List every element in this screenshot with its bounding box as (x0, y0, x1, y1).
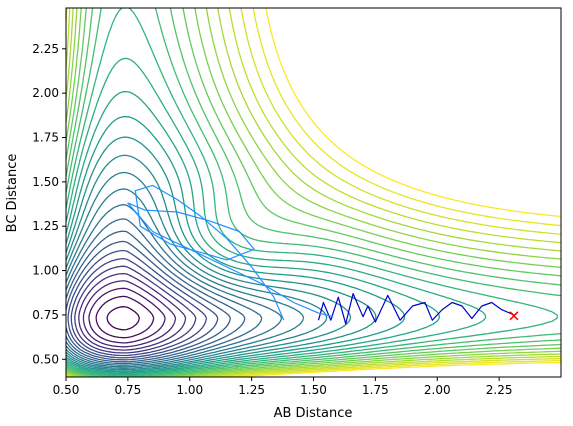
y-tick-label: 0.50 (32, 352, 59, 366)
contour-line (78, 272, 187, 351)
plot-background (66, 8, 561, 377)
y-axis-label: BC Distance (5, 154, 20, 233)
contour-line (66, 136, 377, 372)
y-tick-label: 2.25 (32, 42, 59, 56)
contour-line (66, 8, 561, 377)
contour-line (82, 280, 177, 348)
y-tick-label: 1.25 (32, 219, 59, 233)
contour-lines (66, 8, 561, 377)
end-marker-stroke (509, 311, 519, 321)
x-tick-label: 2.25 (486, 383, 513, 397)
end-point-marker (509, 311, 519, 321)
y-tick-label: 0.75 (32, 308, 59, 322)
contour-line (66, 171, 328, 369)
contour-line (66, 8, 561, 377)
y-tick-label: 1.50 (32, 175, 59, 189)
y-tick-label: 1.00 (32, 264, 59, 278)
x-axis-label: AB Distance (274, 406, 353, 421)
contour-line (66, 8, 561, 377)
x-tick-label: 2.00 (424, 383, 451, 397)
contour-line (95, 295, 155, 339)
x-tick-label: 0.75 (115, 383, 142, 397)
contour-line (66, 8, 561, 377)
x-tick-label: 0.50 (53, 383, 80, 397)
contour-line (106, 306, 141, 331)
x-tick-label: 1.75 (362, 383, 389, 397)
x-axis-ticks: 0.50 0.75 1.00 1.25 1.50 1.75 2.00 2.25 (53, 377, 513, 397)
contour-line (66, 8, 561, 377)
contour-line (67, 249, 219, 359)
contour-line (74, 265, 197, 354)
end-markers (509, 311, 519, 321)
contour-line (88, 287, 166, 344)
contour-line (66, 230, 246, 363)
x-tick-label: 1.00 (176, 383, 203, 397)
trajectory-line-2 (127, 184, 334, 321)
y-axis-ticks: 0.50 0.75 1.00 1.25 1.50 1.75 2.00 2.25 (32, 42, 66, 366)
contour-line (66, 8, 559, 377)
trajectory-line-1 (317, 293, 515, 325)
contour-line (66, 240, 232, 361)
contour-line (66, 188, 305, 368)
contour-line (66, 8, 561, 377)
trajectory-lines (127, 184, 515, 325)
y-tick-label: 1.75 (32, 131, 59, 145)
x-tick-label: 1.50 (300, 383, 327, 397)
x-tick-label: 1.25 (238, 383, 265, 397)
contour-line (66, 204, 283, 366)
contour-line (66, 57, 487, 376)
y-tick-label: 2.00 (32, 86, 59, 100)
contour-line (66, 115, 406, 373)
contour-line (66, 218, 263, 365)
contour-line (70, 257, 208, 357)
contour-line (66, 8, 561, 377)
contour-line (66, 8, 561, 377)
